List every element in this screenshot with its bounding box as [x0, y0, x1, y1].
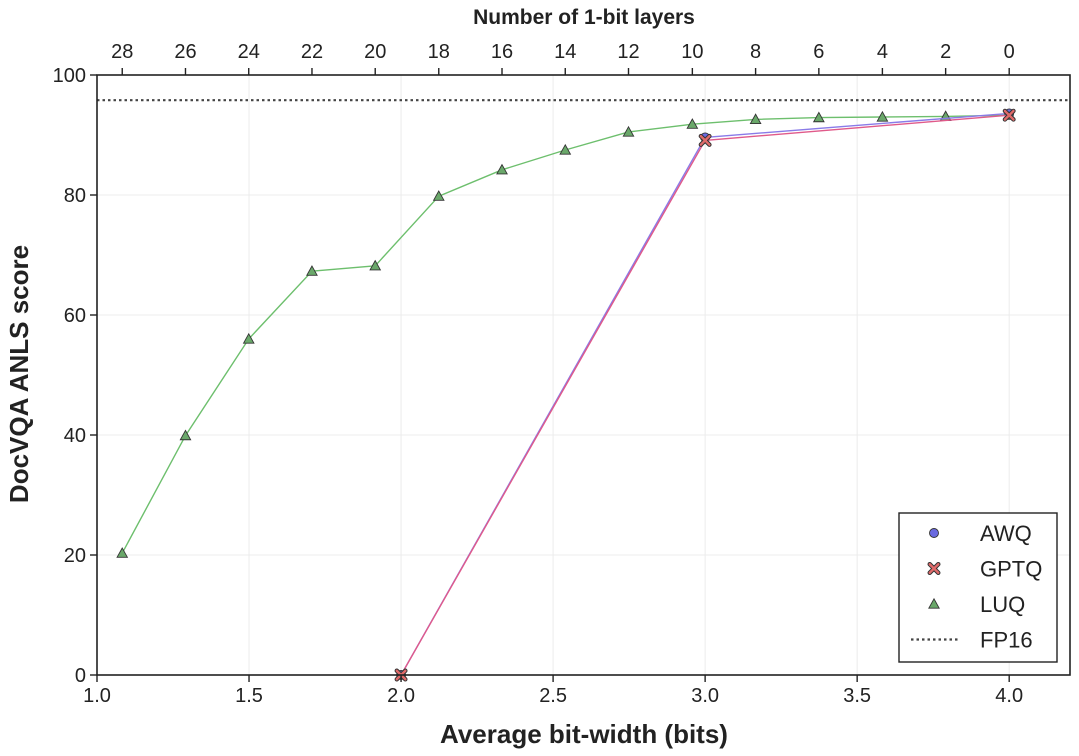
x-axis-title: Average bit-width (bits) — [440, 719, 728, 749]
x-axis-bottom: 1.0 1.5 2.0 2.5 3.0 3.5 4.0 — [83, 675, 1023, 707]
data-point — [698, 133, 712, 147]
legend-label: AWQ — [980, 521, 1032, 546]
top-x-tick-label: 0 — [1004, 41, 1015, 63]
data-point — [812, 111, 825, 123]
data-point — [929, 528, 939, 538]
data-point — [876, 110, 889, 122]
legend-label: GPTQ — [980, 557, 1042, 582]
top-x-tick-label: 24 — [238, 41, 260, 63]
y-axis: 0 20 40 60 80 100 — [53, 65, 97, 687]
data-point — [559, 143, 572, 155]
data-point-stroke — [699, 134, 711, 146]
data-point — [242, 332, 255, 344]
y-tick-label: 40 — [64, 425, 86, 447]
x-tick-label: 1.5 — [235, 685, 263, 707]
data-point — [496, 163, 508, 175]
series-line-luq — [121, 114, 1010, 554]
top-x-tick-label: 26 — [174, 41, 196, 63]
y-axis-title: DocVQA ANLS score — [4, 245, 34, 503]
y-tick-label: 60 — [64, 305, 86, 327]
data-point — [928, 597, 940, 609]
series-layer — [116, 108, 1016, 682]
top-x-tick-label: 6 — [813, 41, 824, 63]
top-x-tick-label: 4 — [877, 41, 888, 63]
top-x-axis-title: Number of 1-bit layers — [473, 6, 695, 29]
x-tick-label: 3.0 — [691, 685, 719, 707]
data-point — [1002, 108, 1016, 122]
y-tick-label: 80 — [64, 185, 86, 207]
x-tick-label: 3.5 — [843, 685, 871, 707]
data-point — [432, 190, 445, 201]
x-axis-top: 28 26 24 22 20 18 16 14 12 10 8 6 4 2 0 — [111, 41, 1015, 75]
plot-frame — [96, 74, 1071, 676]
top-x-tick-label: 10 — [681, 41, 703, 63]
legend-box — [898, 512, 1058, 663]
data-point — [179, 429, 192, 441]
data-point — [622, 125, 635, 137]
data-point — [927, 562, 941, 575]
y-tick-label: 20 — [64, 545, 86, 567]
legend: AWQ GPTQ LUQ FP16 — [898, 512, 1058, 663]
top-x-tick-label: 18 — [428, 41, 450, 63]
series-luq — [116, 109, 1016, 558]
top-x-tick-label: 20 — [364, 41, 386, 63]
data-point — [749, 113, 762, 124]
top-x-tick-label: 28 — [111, 41, 133, 63]
x-tick-label: 4.0 — [995, 685, 1023, 707]
legend-label: LUQ — [980, 592, 1025, 617]
x-tick-label: 1.0 — [83, 685, 111, 707]
top-x-tick-label: 12 — [617, 41, 639, 63]
x-tick-label: 2.0 — [387, 685, 415, 707]
data-point — [686, 118, 699, 129]
data-point — [116, 547, 129, 558]
top-x-tick-label: 14 — [554, 41, 576, 63]
top-x-tick-label: 2 — [940, 41, 951, 63]
top-x-tick-label: 22 — [301, 41, 323, 63]
y-tick-label: 100 — [53, 65, 86, 87]
top-x-tick-label: 8 — [750, 41, 761, 63]
data-point-stroke — [928, 563, 940, 574]
x-tick-label: 2.5 — [539, 685, 567, 707]
data-point — [306, 265, 318, 276]
legend-label: FP16 — [980, 628, 1033, 653]
y-tick-label: 0 — [75, 665, 86, 687]
top-x-tick-label: 16 — [491, 41, 513, 63]
data-point — [369, 259, 382, 271]
data-point-stroke — [1003, 109, 1015, 121]
